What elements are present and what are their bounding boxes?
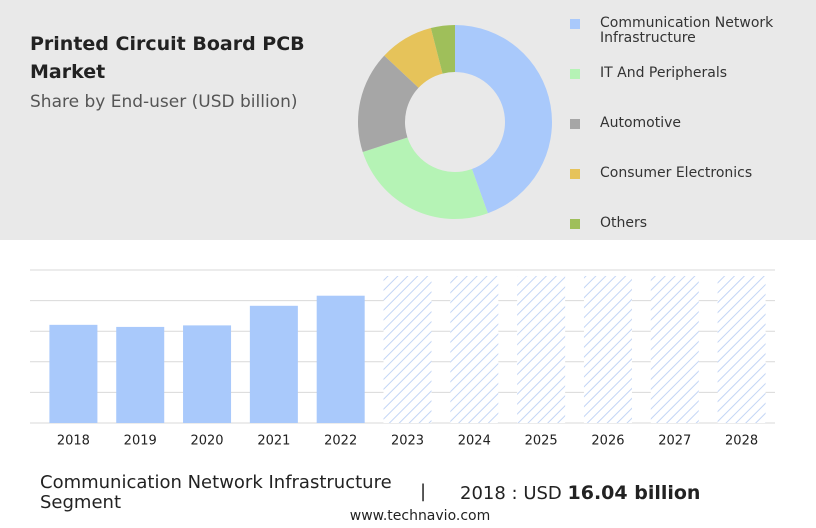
- x-tick-label: 2025: [525, 434, 558, 449]
- bar: [183, 325, 232, 423]
- x-tick-label: 2026: [591, 434, 624, 449]
- title: Printed Circuit Board PCB Market: [30, 33, 305, 83]
- donut-slice: [455, 25, 552, 214]
- x-tick-label: 2028: [725, 434, 758, 449]
- subtitle: Share by End-user (USD billion): [30, 92, 298, 112]
- legend-item: IT And Peripherals: [570, 66, 790, 81]
- legend-label: Communication Network Infrastructure: [600, 15, 774, 46]
- segment-label: Communication Network Infrastructure Seg…: [40, 472, 392, 513]
- legend-swatch: [570, 69, 580, 79]
- legend-label: Automotive: [600, 115, 681, 131]
- forecast-placeholder: [583, 276, 632, 423]
- legend-item: Automotive: [570, 116, 790, 131]
- x-tick-label: 2021: [257, 434, 290, 449]
- x-tick-label: 2023: [391, 434, 424, 449]
- x-tick-label: 2024: [458, 434, 491, 449]
- legend-item: Consumer Electronics: [570, 166, 790, 181]
- forecast-placeholder: [517, 276, 566, 423]
- x-tick-label: 2018: [57, 434, 90, 449]
- legend-swatch: [570, 19, 580, 29]
- donut-slice: [430, 25, 455, 74]
- source: www.technavio.com: [349, 508, 491, 524]
- year-label: 2018 : USD: [460, 483, 562, 504]
- donut-slice: [362, 137, 488, 219]
- donut-slice: [384, 28, 443, 88]
- bar: [116, 326, 165, 423]
- bar: [49, 324, 98, 423]
- separator: |: [420, 481, 427, 502]
- legend-item: Others: [570, 216, 790, 231]
- donut-slice: [358, 55, 419, 152]
- forecast-placeholder: [450, 276, 499, 423]
- x-tick-label: 2022: [324, 434, 357, 449]
- legend-label: Others: [600, 215, 648, 231]
- legend-item: Communication Network Infrastructure: [570, 16, 790, 46]
- legend-label: IT And Peripherals: [600, 65, 728, 81]
- bar: [249, 305, 298, 423]
- forecast-placeholder: [650, 276, 699, 423]
- highlight-value: 16.04 billion: [567, 482, 701, 504]
- x-tick-label: 2019: [124, 434, 157, 449]
- legend-swatch: [570, 219, 580, 229]
- forecast-placeholder: [383, 276, 432, 423]
- legend-label: Consumer Electronics: [600, 165, 753, 181]
- legend-swatch: [570, 169, 580, 179]
- x-tick-label: 2027: [658, 434, 691, 449]
- bar: [316, 295, 365, 423]
- legend-swatch: [570, 119, 580, 129]
- x-tick-label: 2020: [190, 434, 223, 449]
- forecast-placeholder: [717, 276, 766, 423]
- year-value: 2018 : USD 16.04 billion: [460, 482, 700, 504]
